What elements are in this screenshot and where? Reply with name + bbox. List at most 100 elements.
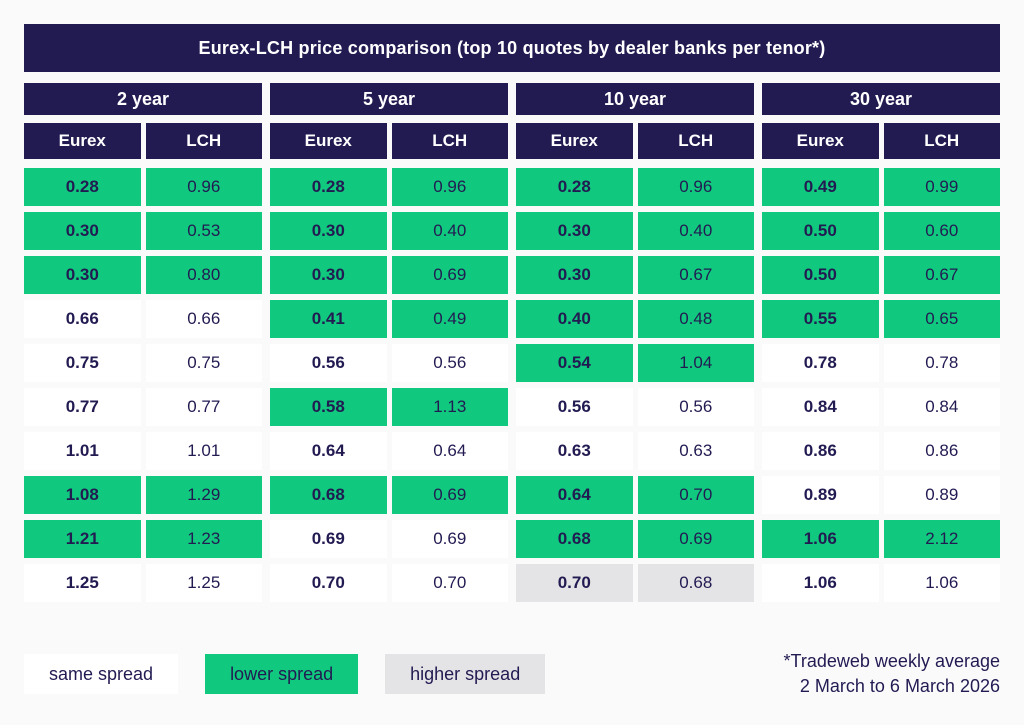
cell-pair: 1.06 1.06: [762, 564, 1000, 602]
lch-value-cell: 0.67: [883, 256, 1000, 294]
cell-pair: 0.49 0.99: [762, 168, 1000, 206]
eurex-value-cell: 0.54: [516, 344, 633, 382]
lch-value-cell: 0.65: [883, 300, 1000, 338]
cell-pair: 0.30 0.80: [24, 256, 262, 294]
cell-pair: 0.58 1.13: [270, 388, 508, 426]
venue-header-group-5-year: Eurex LCH: [270, 123, 508, 159]
cell-pair: 0.28 0.96: [270, 168, 508, 206]
lch-value-cell: 0.70: [391, 564, 508, 602]
eurex-value-cell: 0.30: [516, 256, 633, 294]
lch-value-cell: 0.70: [637, 476, 754, 514]
lch-value-cell: 0.99: [883, 168, 1000, 206]
footnote-line-1: *Tradeweb weekly average: [783, 651, 1000, 671]
eurex-value-cell: 0.58: [270, 388, 387, 426]
tenor-header-row: 2 year 5 year 10 year 30 year: [24, 83, 1000, 115]
cell-pair: 0.50 0.60: [762, 212, 1000, 250]
lch-value-cell: 1.04: [637, 344, 754, 382]
lch-value-cell: 0.67: [637, 256, 754, 294]
venue-header-row: Eurex LCH Eurex LCH Eurex LCH Eurex LCH: [24, 123, 1000, 159]
cell-pair: 0.30 0.40: [516, 212, 754, 250]
lch-value-cell: 1.29: [145, 476, 262, 514]
eurex-value-cell: 0.68: [270, 476, 387, 514]
eurex-value-cell: 1.06: [762, 564, 879, 602]
cell-pair: 0.40 0.48: [516, 300, 754, 338]
lch-value-cell: 0.69: [637, 520, 754, 558]
cell-pair: 0.64 0.70: [516, 476, 754, 514]
cell-pair: 0.30 0.69: [270, 256, 508, 294]
eurex-value-cell: 0.30: [270, 212, 387, 250]
page-title: Eurex-LCH price comparison (top 10 quote…: [198, 37, 826, 58]
cell-pair: 0.30 0.67: [516, 256, 754, 294]
eurex-value-cell: 0.55: [762, 300, 879, 338]
eurex-value-cell: 0.66: [24, 300, 141, 338]
table-row: 0.30 0.53 0.30 0.40 0.30 0.40 0.50 0.60: [24, 212, 1000, 250]
cell-pair: 0.28 0.96: [24, 168, 262, 206]
cell-pair: 0.30 0.53: [24, 212, 262, 250]
cell-pair: 1.25 1.25: [24, 564, 262, 602]
lch-value-cell: 1.01: [145, 432, 262, 470]
eurex-value-cell: 0.56: [270, 344, 387, 382]
lch-value-cell: 0.96: [391, 168, 508, 206]
lch-value-cell: 0.63: [637, 432, 754, 470]
cell-pair: 1.06 2.12: [762, 520, 1000, 558]
price-comparison-infographic: Eurex-LCH price comparison (top 10 quote…: [24, 24, 1000, 696]
venue-header-eurex: Eurex: [24, 123, 141, 159]
lch-value-cell: 0.48: [637, 300, 754, 338]
eurex-value-cell: 1.06: [762, 520, 879, 558]
title-bar: Eurex-LCH price comparison (top 10 quote…: [24, 24, 1000, 72]
cell-pair: 0.84 0.84: [762, 388, 1000, 426]
cell-pair: 0.70 0.70: [270, 564, 508, 602]
venue-header-lch: LCH: [145, 123, 262, 159]
eurex-value-cell: 0.84: [762, 388, 879, 426]
eurex-value-cell: 1.25: [24, 564, 141, 602]
eurex-value-cell: 0.49: [762, 168, 879, 206]
cell-pair: 0.68 0.69: [270, 476, 508, 514]
cell-pair: 0.68 0.69: [516, 520, 754, 558]
lch-value-cell: 0.75: [145, 344, 262, 382]
lch-value-cell: 0.56: [391, 344, 508, 382]
cell-pair: 0.89 0.89: [762, 476, 1000, 514]
lch-value-cell: 1.13: [391, 388, 508, 426]
table-row: 1.01 1.01 0.64 0.64 0.63 0.63 0.86 0.86: [24, 432, 1000, 470]
lch-value-cell: 0.77: [145, 388, 262, 426]
eurex-value-cell: 0.68: [516, 520, 633, 558]
eurex-value-cell: 0.63: [516, 432, 633, 470]
venue-header-group-30-year: Eurex LCH: [762, 123, 1000, 159]
lch-value-cell: 0.60: [883, 212, 1000, 250]
legend-lower-spread: lower spread: [205, 654, 359, 694]
eurex-value-cell: 0.28: [270, 168, 387, 206]
eurex-value-cell: 0.86: [762, 432, 879, 470]
eurex-value-cell: 0.89: [762, 476, 879, 514]
table-row: 0.30 0.80 0.30 0.69 0.30 0.67 0.50 0.67: [24, 256, 1000, 294]
lch-value-cell: 0.86: [883, 432, 1000, 470]
cell-pair: 0.63 0.63: [516, 432, 754, 470]
tenor-header-5-year: 5 year: [270, 83, 508, 115]
cell-pair: 0.50 0.67: [762, 256, 1000, 294]
lch-value-cell: 0.64: [391, 432, 508, 470]
venue-header-lch: LCH: [637, 123, 754, 159]
eurex-value-cell: 0.28: [516, 168, 633, 206]
lch-value-cell: 0.49: [391, 300, 508, 338]
lch-value-cell: 1.25: [145, 564, 262, 602]
lch-value-cell: 0.56: [637, 388, 754, 426]
table-row: 1.21 1.23 0.69 0.69 0.68 0.69 1.06 2.12: [24, 520, 1000, 558]
cell-pair: 0.69 0.69: [270, 520, 508, 558]
eurex-value-cell: 0.30: [516, 212, 633, 250]
venue-header-lch: LCH: [391, 123, 508, 159]
cell-pair: 0.56 0.56: [270, 344, 508, 382]
venue-header-eurex: Eurex: [270, 123, 387, 159]
venue-header-group-10-year: Eurex LCH: [516, 123, 754, 159]
lch-value-cell: 0.96: [145, 168, 262, 206]
cell-pair: 0.66 0.66: [24, 300, 262, 338]
tenor-header-10-year: 10 year: [516, 83, 754, 115]
lch-value-cell: 0.40: [637, 212, 754, 250]
cell-pair: 0.86 0.86: [762, 432, 1000, 470]
cell-pair: 1.01 1.01: [24, 432, 262, 470]
lch-value-cell: 2.12: [883, 520, 1000, 558]
eurex-value-cell: 0.70: [516, 564, 633, 602]
table-row: 0.77 0.77 0.58 1.13 0.56 0.56 0.84 0.84: [24, 388, 1000, 426]
table-row: 0.28 0.96 0.28 0.96 0.28 0.96 0.49 0.99: [24, 168, 1000, 206]
eurex-value-cell: 0.50: [762, 256, 879, 294]
venue-header-eurex: Eurex: [762, 123, 879, 159]
lch-value-cell: 0.89: [883, 476, 1000, 514]
